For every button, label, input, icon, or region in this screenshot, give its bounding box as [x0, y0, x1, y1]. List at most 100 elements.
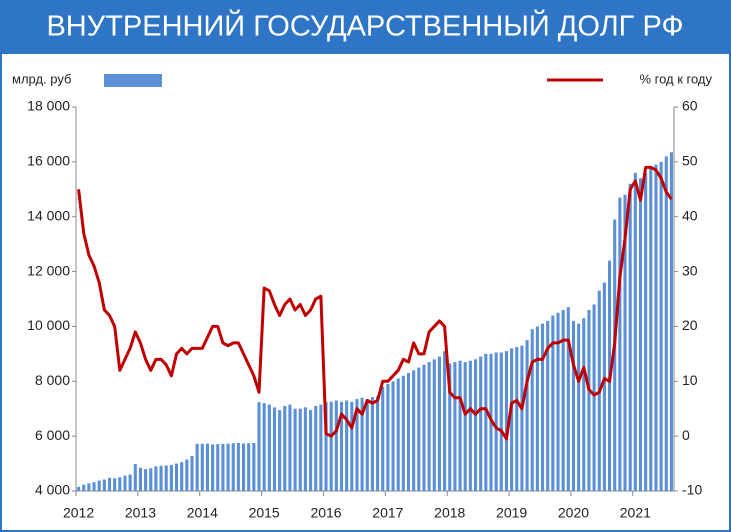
bar — [437, 356, 441, 491]
x-tick-label: 2018 — [434, 505, 465, 521]
bar — [546, 320, 550, 491]
bar — [587, 309, 591, 491]
bar — [82, 484, 86, 491]
bar — [113, 478, 117, 491]
x-tick-label: 2016 — [310, 505, 341, 521]
bar — [174, 463, 179, 491]
bar — [396, 378, 400, 491]
bar — [77, 486, 81, 491]
bar — [350, 401, 354, 491]
y2-tick-label: 50 — [682, 153, 698, 169]
bar — [618, 197, 622, 491]
bar — [381, 386, 385, 491]
x-tick-label: 2017 — [372, 505, 403, 521]
bar — [324, 401, 328, 491]
bar — [288, 404, 292, 491]
bar — [535, 326, 539, 491]
y-tick-label: 4 000 — [35, 482, 70, 498]
bar — [386, 384, 390, 491]
bar — [236, 443, 240, 491]
bar — [205, 443, 210, 491]
bar — [241, 443, 246, 491]
bar — [133, 464, 137, 491]
bar — [247, 443, 251, 491]
y2-tick-label: -10 — [682, 482, 702, 498]
bar — [278, 410, 282, 491]
bar — [633, 172, 637, 492]
bar — [334, 400, 338, 491]
legend-label: % год к году — [639, 71, 712, 86]
bar — [432, 359, 436, 491]
y-tick-label: 18 000 — [27, 98, 70, 114]
bar — [365, 399, 369, 491]
bar — [561, 309, 565, 491]
bar — [499, 352, 503, 491]
bar — [453, 362, 457, 491]
bar — [556, 312, 560, 491]
bar — [669, 152, 673, 491]
bar — [118, 477, 122, 491]
bar — [638, 178, 643, 492]
bar — [283, 405, 287, 491]
x-tick-label: 2012 — [63, 505, 94, 521]
bar — [443, 351, 447, 491]
bar — [473, 359, 478, 491]
bar — [226, 443, 230, 491]
bar — [92, 482, 96, 491]
bar — [257, 402, 261, 491]
y-tick-label: 10 000 — [27, 317, 70, 333]
bar — [128, 474, 132, 491]
bar — [376, 396, 380, 491]
bar — [623, 194, 627, 491]
bar — [391, 381, 395, 491]
bar — [613, 219, 617, 491]
bar — [401, 375, 405, 491]
bar — [406, 373, 411, 491]
bar — [154, 466, 158, 491]
bar — [540, 323, 545, 491]
bar — [267, 404, 271, 491]
bar — [566, 307, 570, 491]
bar — [417, 367, 421, 491]
bar — [628, 183, 632, 492]
bar — [515, 347, 519, 491]
bar — [448, 363, 452, 491]
bar — [190, 455, 194, 491]
bar — [659, 161, 663, 491]
x-tick-label: 2019 — [496, 505, 527, 521]
bar — [149, 468, 153, 491]
x-tick-label: 2021 — [620, 505, 651, 521]
bar — [221, 443, 225, 491]
bar — [87, 483, 91, 491]
bar — [412, 370, 416, 491]
y-tick-label: 16 000 — [27, 153, 70, 169]
bar — [427, 362, 431, 491]
x-tick-label: 2013 — [125, 505, 156, 521]
bar — [185, 459, 189, 491]
bar — [102, 479, 106, 491]
y-tick-label: 14 000 — [27, 207, 70, 223]
bar — [468, 360, 472, 491]
bar — [504, 351, 509, 491]
y-tick-label: 6 000 — [35, 427, 70, 443]
bar — [138, 467, 142, 491]
legend-label: млрд. руб — [12, 71, 71, 86]
y-tick-label: 12 000 — [27, 262, 70, 278]
bar — [144, 469, 148, 491]
bar — [169, 464, 173, 491]
bar — [252, 443, 256, 491]
bar — [97, 480, 101, 491]
bar — [272, 407, 277, 491]
bar — [164, 465, 168, 491]
bar — [422, 364, 426, 491]
legend-swatch — [104, 74, 162, 87]
bar — [592, 304, 596, 491]
bar — [484, 353, 488, 491]
chart-title: ВНУТРЕННИЙ ГОСУДАРСТВЕННЫЙ ДОЛГ РФ — [46, 9, 683, 43]
x-tick-label: 2015 — [249, 505, 280, 521]
bar — [664, 156, 668, 491]
y2-tick-label: 60 — [682, 98, 698, 114]
bar — [216, 444, 220, 491]
y2-tick-label: 0 — [682, 427, 690, 443]
bar — [123, 475, 127, 491]
